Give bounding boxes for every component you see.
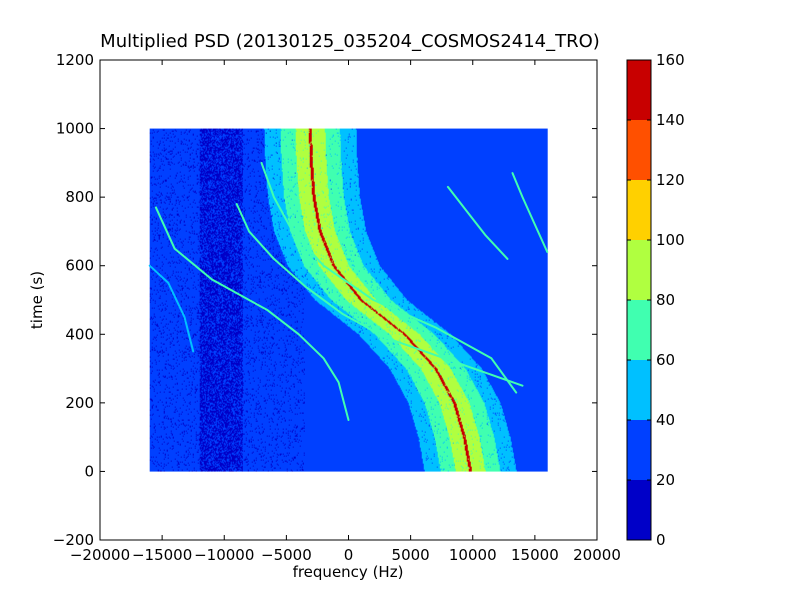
y-tick-label: 1200 (56, 51, 94, 69)
x-tick-label: 0 (344, 546, 354, 564)
x-tick-label: 10000 (449, 546, 497, 564)
colorbar-segment (627, 180, 651, 240)
colorbar-tick-label: 140 (656, 111, 685, 129)
colorbar-segment (627, 360, 651, 420)
y-tick-label: 1000 (56, 120, 94, 138)
chart-title: Multiplied PSD (20130125_035204_COSMOS24… (100, 31, 600, 52)
colorbar: 0 20 40 60 80 100 120 140 160 (626, 51, 685, 549)
secondary-trace-1 (154, 206, 350, 421)
x-tick-label: −5000 (261, 546, 312, 564)
colorbar-tick-label: 80 (656, 291, 675, 309)
y-axis-title: time (s) (28, 271, 46, 329)
x-tick-label: 20000 (573, 546, 621, 564)
y-tick-label: 200 (65, 394, 94, 412)
colorbar-segment (627, 240, 651, 300)
x-axis-title: frequency (Hz) (293, 563, 404, 581)
x-axis: −20000 −15000 −10000 −5000 0 5000 10000 15000 20… (70, 60, 621, 564)
trace-layer (148, 161, 549, 421)
colorbar-tick-label: 40 (656, 411, 675, 429)
y-tick-label: 0 (84, 462, 94, 480)
colorbar-tick-label: 100 (656, 231, 685, 249)
colorbar-segment (627, 60, 651, 120)
secondary-trace-3 (260, 161, 518, 394)
x-tick-label: 5000 (392, 546, 430, 564)
colorbar-tick-label: 20 (656, 471, 675, 489)
x-tick-label: 15000 (511, 546, 559, 564)
spectrogram-heatmap (149, 128, 548, 472)
plot-area: −20000 −15000 −10000 −5000 0 5000 10000 15000 20… (53, 51, 621, 564)
colorbar-tick-label: 120 (656, 171, 685, 189)
y-tick-label: −200 (53, 531, 94, 549)
colorbar-tick-label: 160 (656, 51, 685, 69)
colorbar-segment (627, 480, 651, 540)
secondary-trace-6 (148, 264, 195, 353)
colorbar-segment (627, 420, 651, 480)
x-tick-label: −10000 (194, 546, 254, 564)
colorbar-segment (627, 120, 651, 180)
x-tick-label: −15000 (132, 546, 192, 564)
colorbar-tick-label: 0 (656, 531, 666, 549)
secondary-trace-5 (511, 172, 549, 253)
secondary-trace-4 (446, 185, 509, 260)
y-tick-label: 600 (65, 257, 94, 275)
x-tick-label: −20000 (70, 546, 130, 564)
colorbar-segment (627, 300, 651, 360)
y-tick-label: 400 (65, 325, 94, 343)
secondary-trace-2 (235, 203, 524, 387)
y-tick-label: 800 (65, 188, 94, 206)
y-axis: −200 0 200 400 600 800 1000 1200 (53, 51, 597, 549)
colorbar-tick-label: 60 (656, 351, 675, 369)
